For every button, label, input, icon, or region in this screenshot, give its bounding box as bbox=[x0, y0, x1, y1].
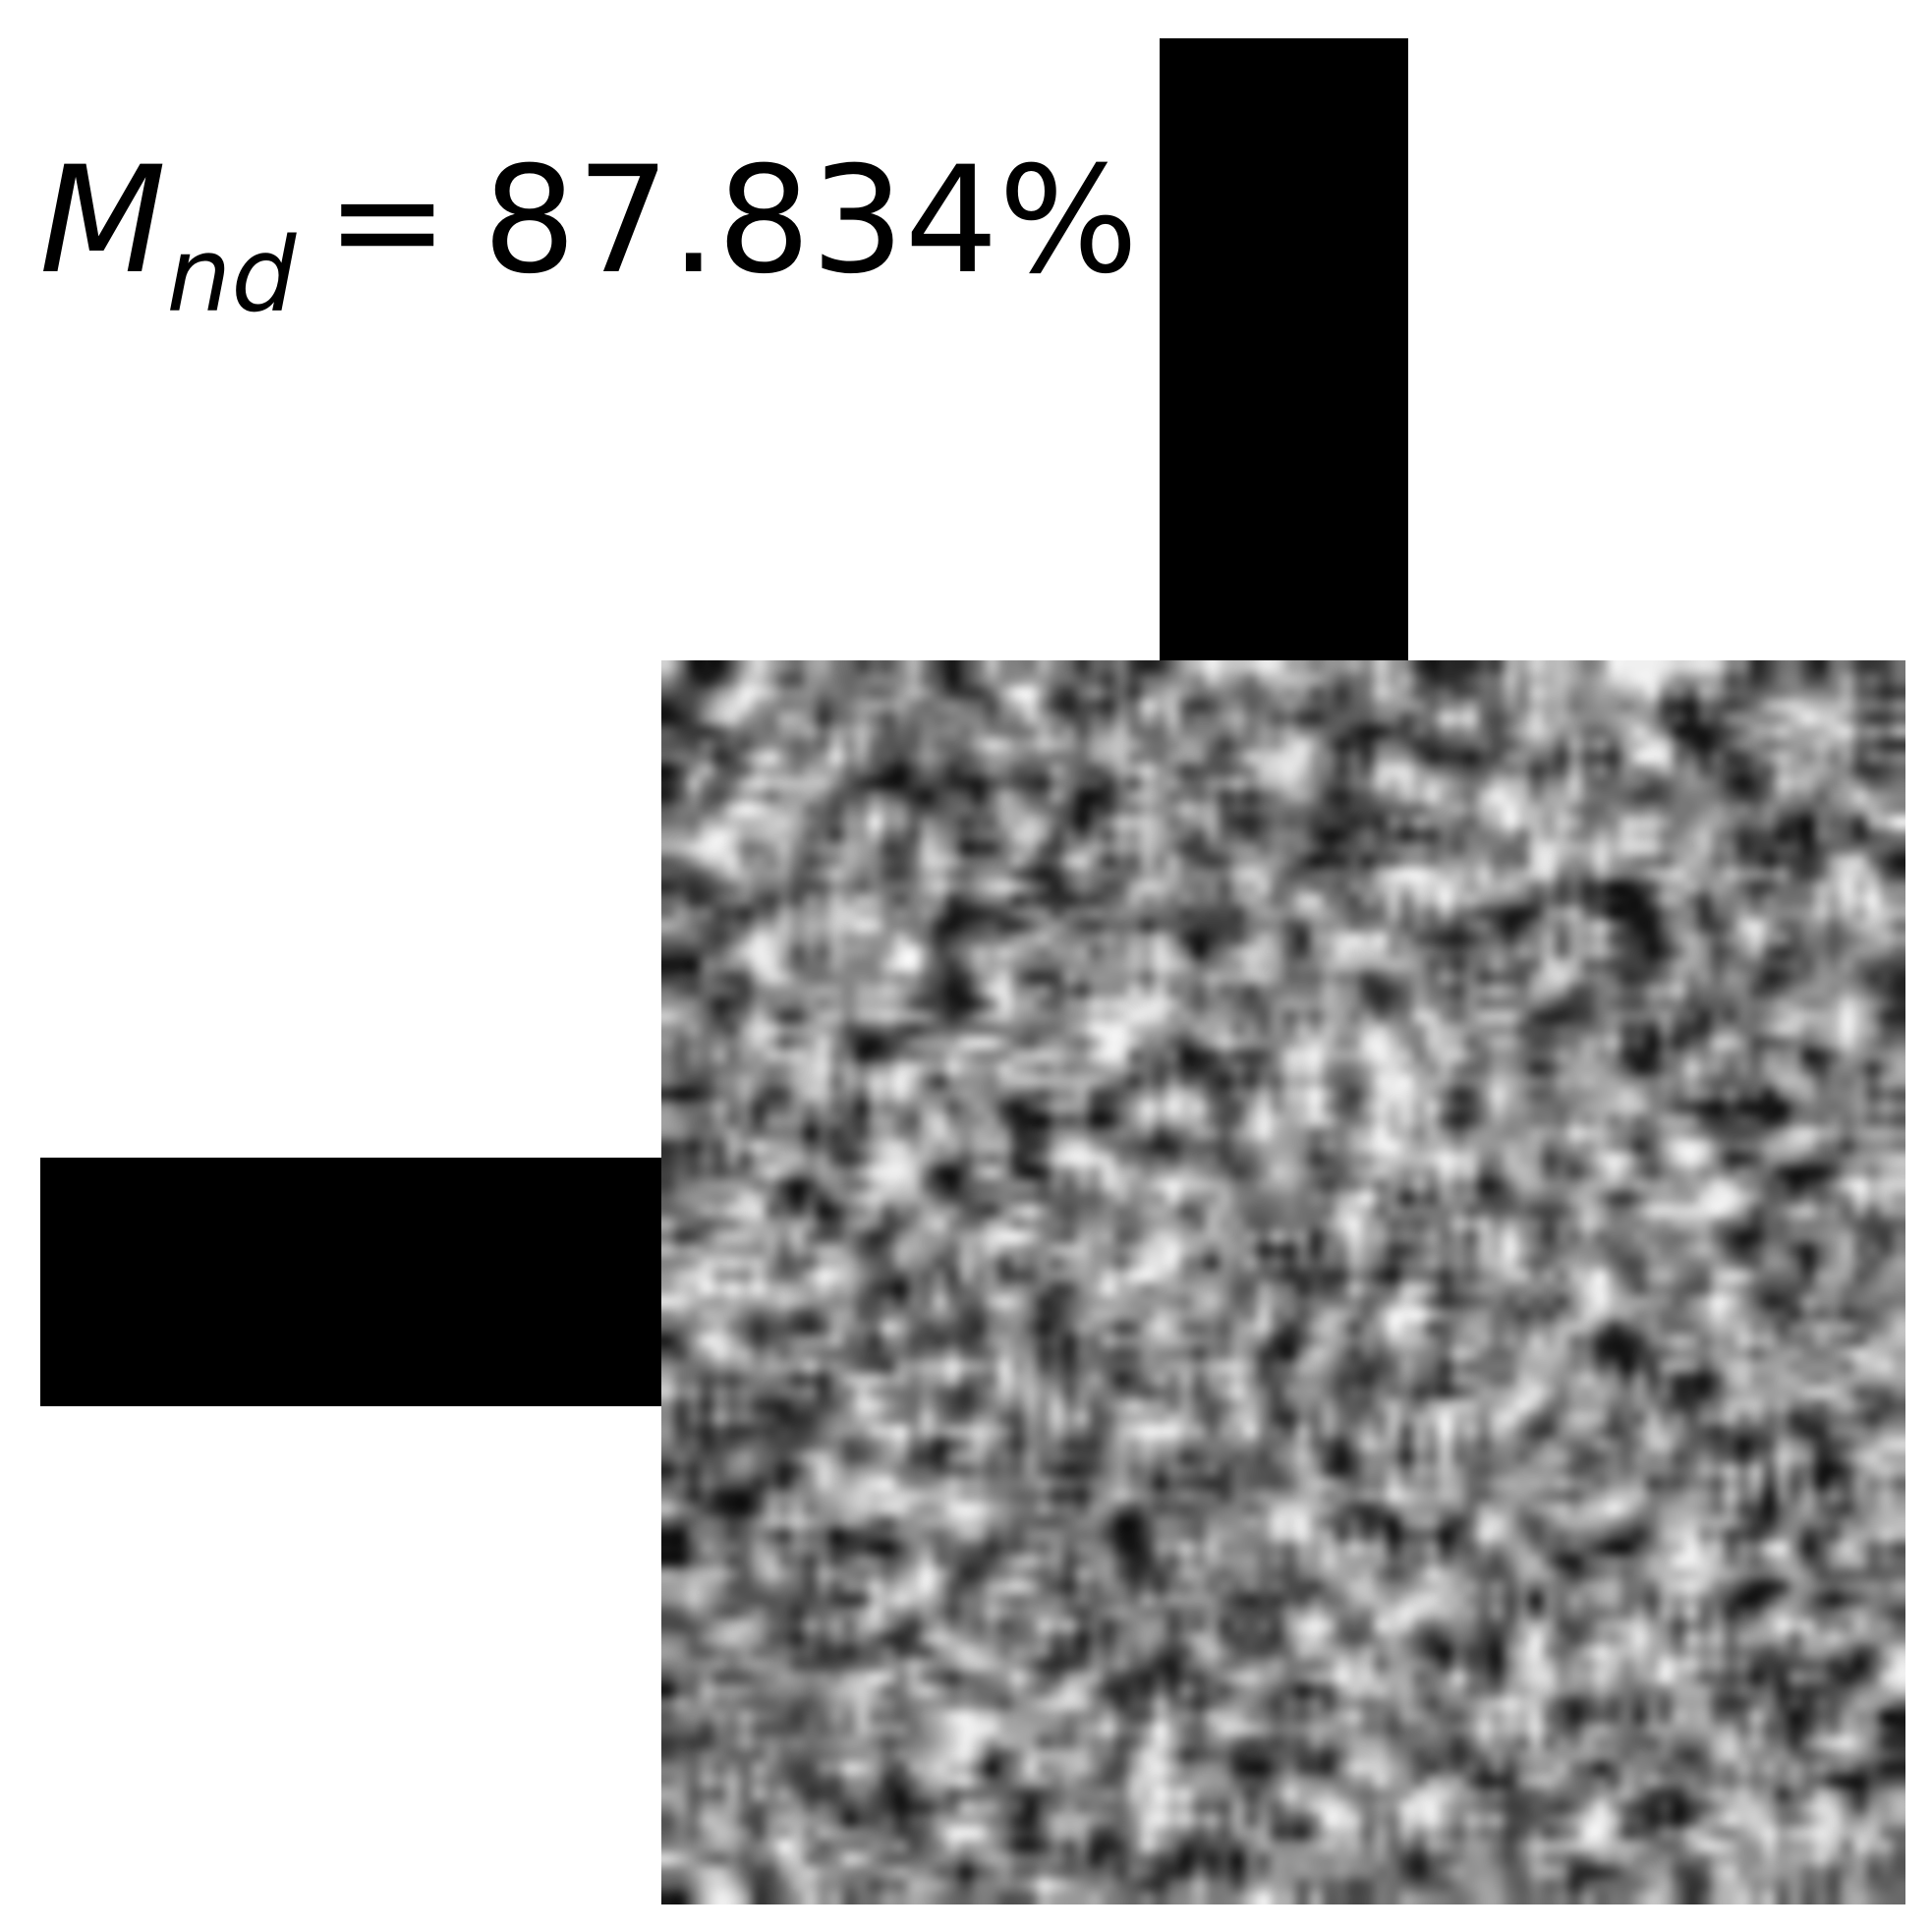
metric-value: 87.834% bbox=[483, 136, 1139, 307]
top-marker-bar bbox=[1160, 38, 1408, 660]
metric-equals: = bbox=[325, 136, 450, 307]
noise-texture-image bbox=[661, 660, 1905, 1904]
metric-subscript: nd bbox=[166, 215, 297, 335]
metric-symbol: M bbox=[39, 136, 167, 307]
left-marker-bar bbox=[40, 1158, 662, 1406]
metric-label: Mnd = 87.834% bbox=[39, 147, 1138, 344]
